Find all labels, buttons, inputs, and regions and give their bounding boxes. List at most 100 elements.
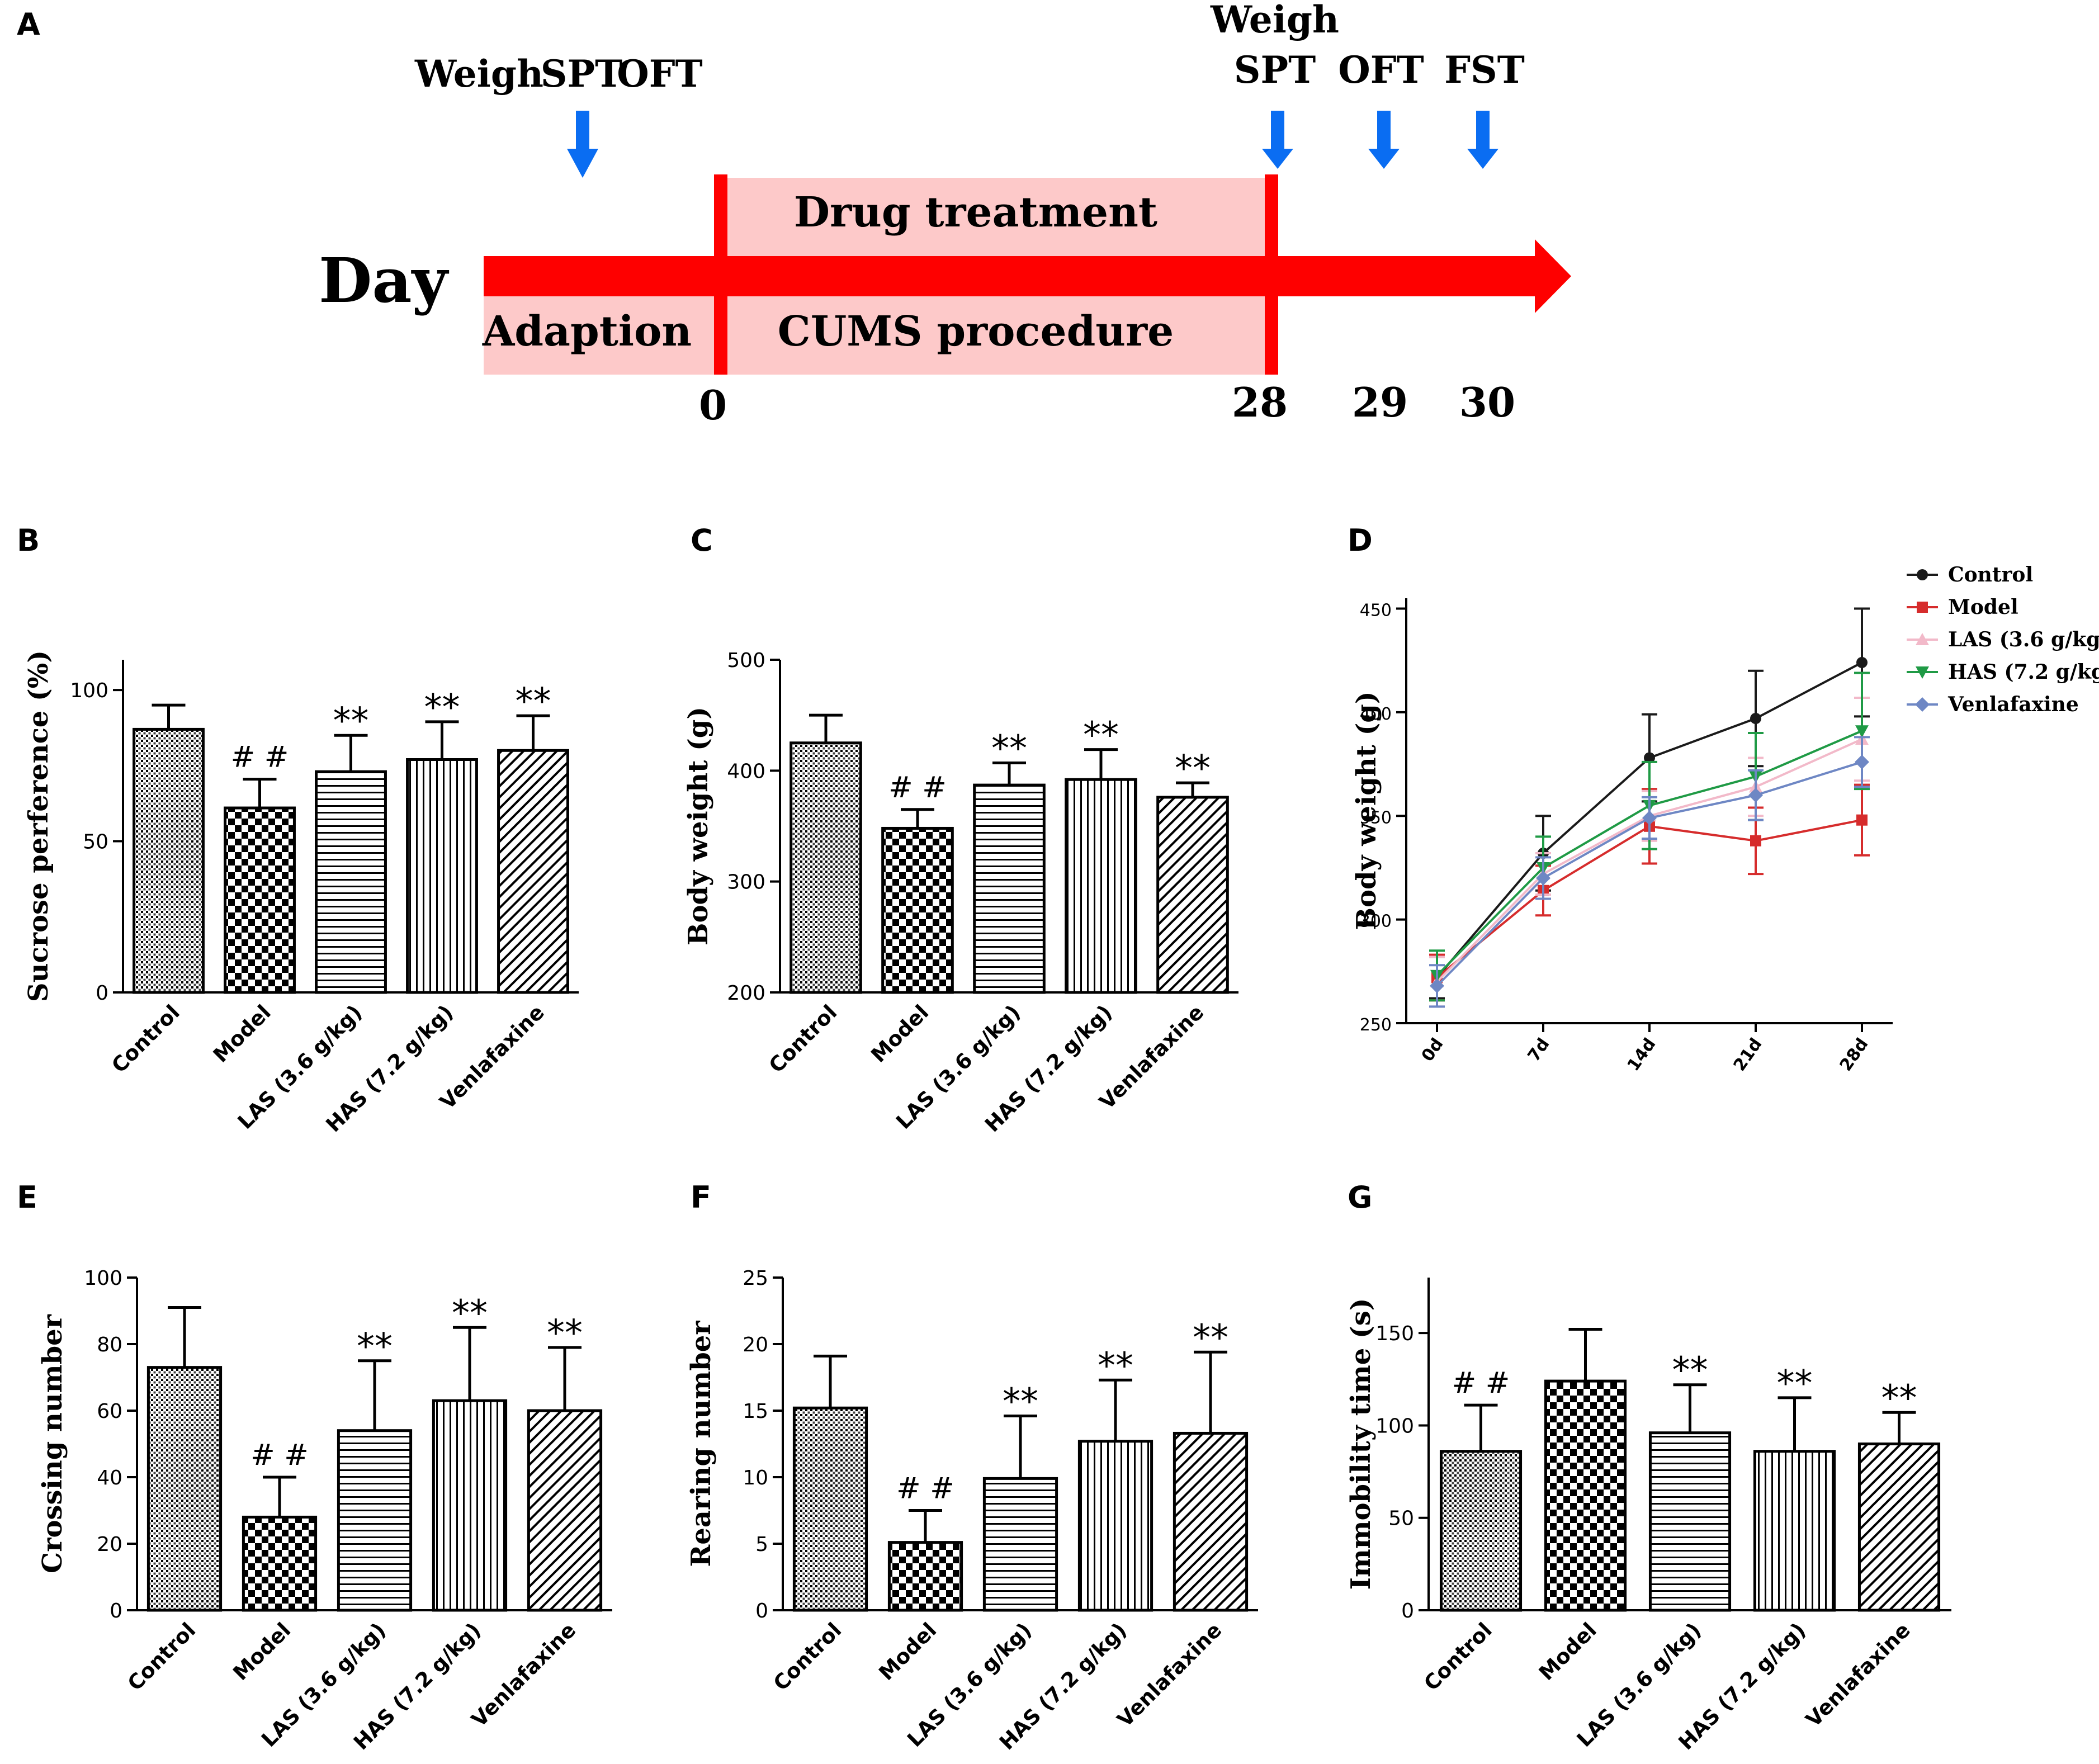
data-point <box>1855 725 1869 738</box>
data-point <box>1855 754 1869 769</box>
y-tick-label: 150 <box>1375 1322 1414 1345</box>
significance-mark: ** <box>1098 1345 1133 1387</box>
legend-label: Venlafaxine <box>1947 693 2079 716</box>
panel-letter-f: F <box>691 1180 711 1215</box>
y-tick-label: 400 <box>1360 704 1392 724</box>
significance-mark: ** <box>1881 1378 1917 1419</box>
x-tick-label: Control <box>764 1000 842 1078</box>
data-point <box>1430 978 1444 994</box>
oft-right-arrow-icon <box>1368 111 1400 169</box>
spt-left-label: SPT <box>541 52 622 96</box>
legend-label: HAS (7.2 g/kg) <box>1948 660 2099 684</box>
drug-treatment-label: Drug treatment <box>794 188 1157 237</box>
x-tick-label: Control <box>123 1618 201 1696</box>
legend-marker <box>1916 666 1929 679</box>
significance-mark: ** <box>333 701 369 742</box>
day-28-label: 28 <box>1232 379 1288 426</box>
significance-mark: # # <box>888 771 947 805</box>
spt-left-arrow-icon <box>567 111 598 178</box>
day-label: Day <box>319 244 450 316</box>
panel-letter-a: A <box>17 7 40 42</box>
significance-mark: # # <box>231 741 289 774</box>
y-axis-label: Sucrose perference (%) <box>23 650 54 1002</box>
legend-label: Model <box>1948 595 2018 619</box>
legend-marker <box>1915 697 1930 712</box>
timeline-arrow-head <box>1535 239 1571 313</box>
y-tick-label: 80 <box>97 1333 122 1356</box>
y-tick-label: 0 <box>96 982 108 1005</box>
y-axis-label: Body weight (g) <box>1351 691 1382 930</box>
significance-mark: ** <box>452 1293 488 1334</box>
y-axis-label: Rearing number <box>686 1321 717 1567</box>
adaption-label: Adaption <box>482 308 692 356</box>
spt-right-arrow-icon <box>1262 111 1293 169</box>
data-point <box>1644 752 1655 764</box>
panel-letter-b: B <box>17 523 40 558</box>
x-tick-label: Control <box>769 1618 847 1696</box>
bar-has-7-2-g-kg- <box>406 758 478 994</box>
x-tick-label: 7d <box>1524 1035 1554 1066</box>
legend-marker <box>1917 602 1928 613</box>
bar-control <box>146 1366 223 1612</box>
x-tick-label: 28d <box>1836 1035 1873 1075</box>
fst-right-arrow-icon <box>1467 111 1498 169</box>
bar-venlafaxine <box>1173 1431 1249 1612</box>
data-point <box>1750 835 1761 846</box>
bar-model <box>881 826 954 994</box>
bar-has-7-2-g-kg- <box>432 1399 508 1612</box>
y-tick-label: 100 <box>84 1267 122 1290</box>
y-axis-label: Body weight (g) <box>683 707 714 945</box>
x-tick-label: Model <box>228 1618 295 1685</box>
panel-e: E 0 20 40 60 80 100 Crossing number Control # # Mo… <box>17 1180 612 1754</box>
data-point <box>1750 713 1761 725</box>
timeline-arrow-shaft <box>484 256 1543 296</box>
spt-right-label: SPT <box>1234 48 1316 92</box>
oft-right-label: OFT <box>1338 48 1424 92</box>
y-tick-label: 300 <box>727 871 765 894</box>
bar-control <box>1439 1450 1523 1612</box>
y-tick-label: 20 <box>743 1333 768 1356</box>
legend-label: LAS (3.6 g/kg) <box>1948 628 2099 651</box>
bar-venlafaxine <box>1156 796 1229 994</box>
panel-letter-c: C <box>691 523 713 558</box>
significance-mark: ** <box>1672 1350 1708 1392</box>
day-0-marker <box>714 174 727 375</box>
y-tick-label: 0 <box>1401 1600 1414 1623</box>
bar-venlafaxine <box>527 1409 603 1612</box>
y-tick-label: 250 <box>1360 1015 1392 1035</box>
y-tick-label: 200 <box>727 982 765 1005</box>
y-tick-label: 25 <box>743 1267 768 1290</box>
significance-mark: # # <box>250 1439 309 1472</box>
data-point <box>1642 810 1657 825</box>
significance-mark: ** <box>991 728 1027 769</box>
significance-mark: # # <box>1452 1366 1510 1400</box>
significance-mark: ** <box>1193 1317 1228 1359</box>
panel-letter-g: G <box>1348 1180 1372 1215</box>
y-tick-label: 100 <box>1375 1415 1414 1437</box>
drug-treatment-box <box>721 178 1272 256</box>
bar-las-3-6-g-kg- <box>982 1477 1058 1612</box>
data-point <box>1856 814 1868 826</box>
x-tick-label: Model <box>1534 1618 1601 1685</box>
bar-las-3-6-g-kg- <box>973 783 1046 994</box>
bar-model <box>887 1541 963 1612</box>
y-axis-label: Immobility time (s) <box>1345 1298 1377 1590</box>
weigh-left-label: Weigh <box>414 52 543 96</box>
x-tick-label: Model <box>866 1000 933 1067</box>
data-point <box>1536 871 1550 886</box>
legend-marker <box>1916 633 1929 645</box>
bar-has-7-2-g-kg- <box>1065 778 1137 994</box>
series-venlafaxine <box>1429 736 1870 1008</box>
fst-right-label: FST <box>1444 48 1525 92</box>
timeline-panel: A Day Drug treatment Adaption CUMS proce… <box>17 0 1571 429</box>
significance-mark: ** <box>1777 1363 1813 1404</box>
y-tick-label: 450 <box>1360 601 1392 621</box>
bar-has-7-2-g-kg- <box>1077 1440 1153 1612</box>
panel-b: B 0 50 100 Sucrose perference (%) Control # # M… <box>17 523 579 1137</box>
blue-arrows <box>567 111 1498 178</box>
y-tick-label: 500 <box>727 649 765 672</box>
day-28-marker <box>1265 174 1278 375</box>
